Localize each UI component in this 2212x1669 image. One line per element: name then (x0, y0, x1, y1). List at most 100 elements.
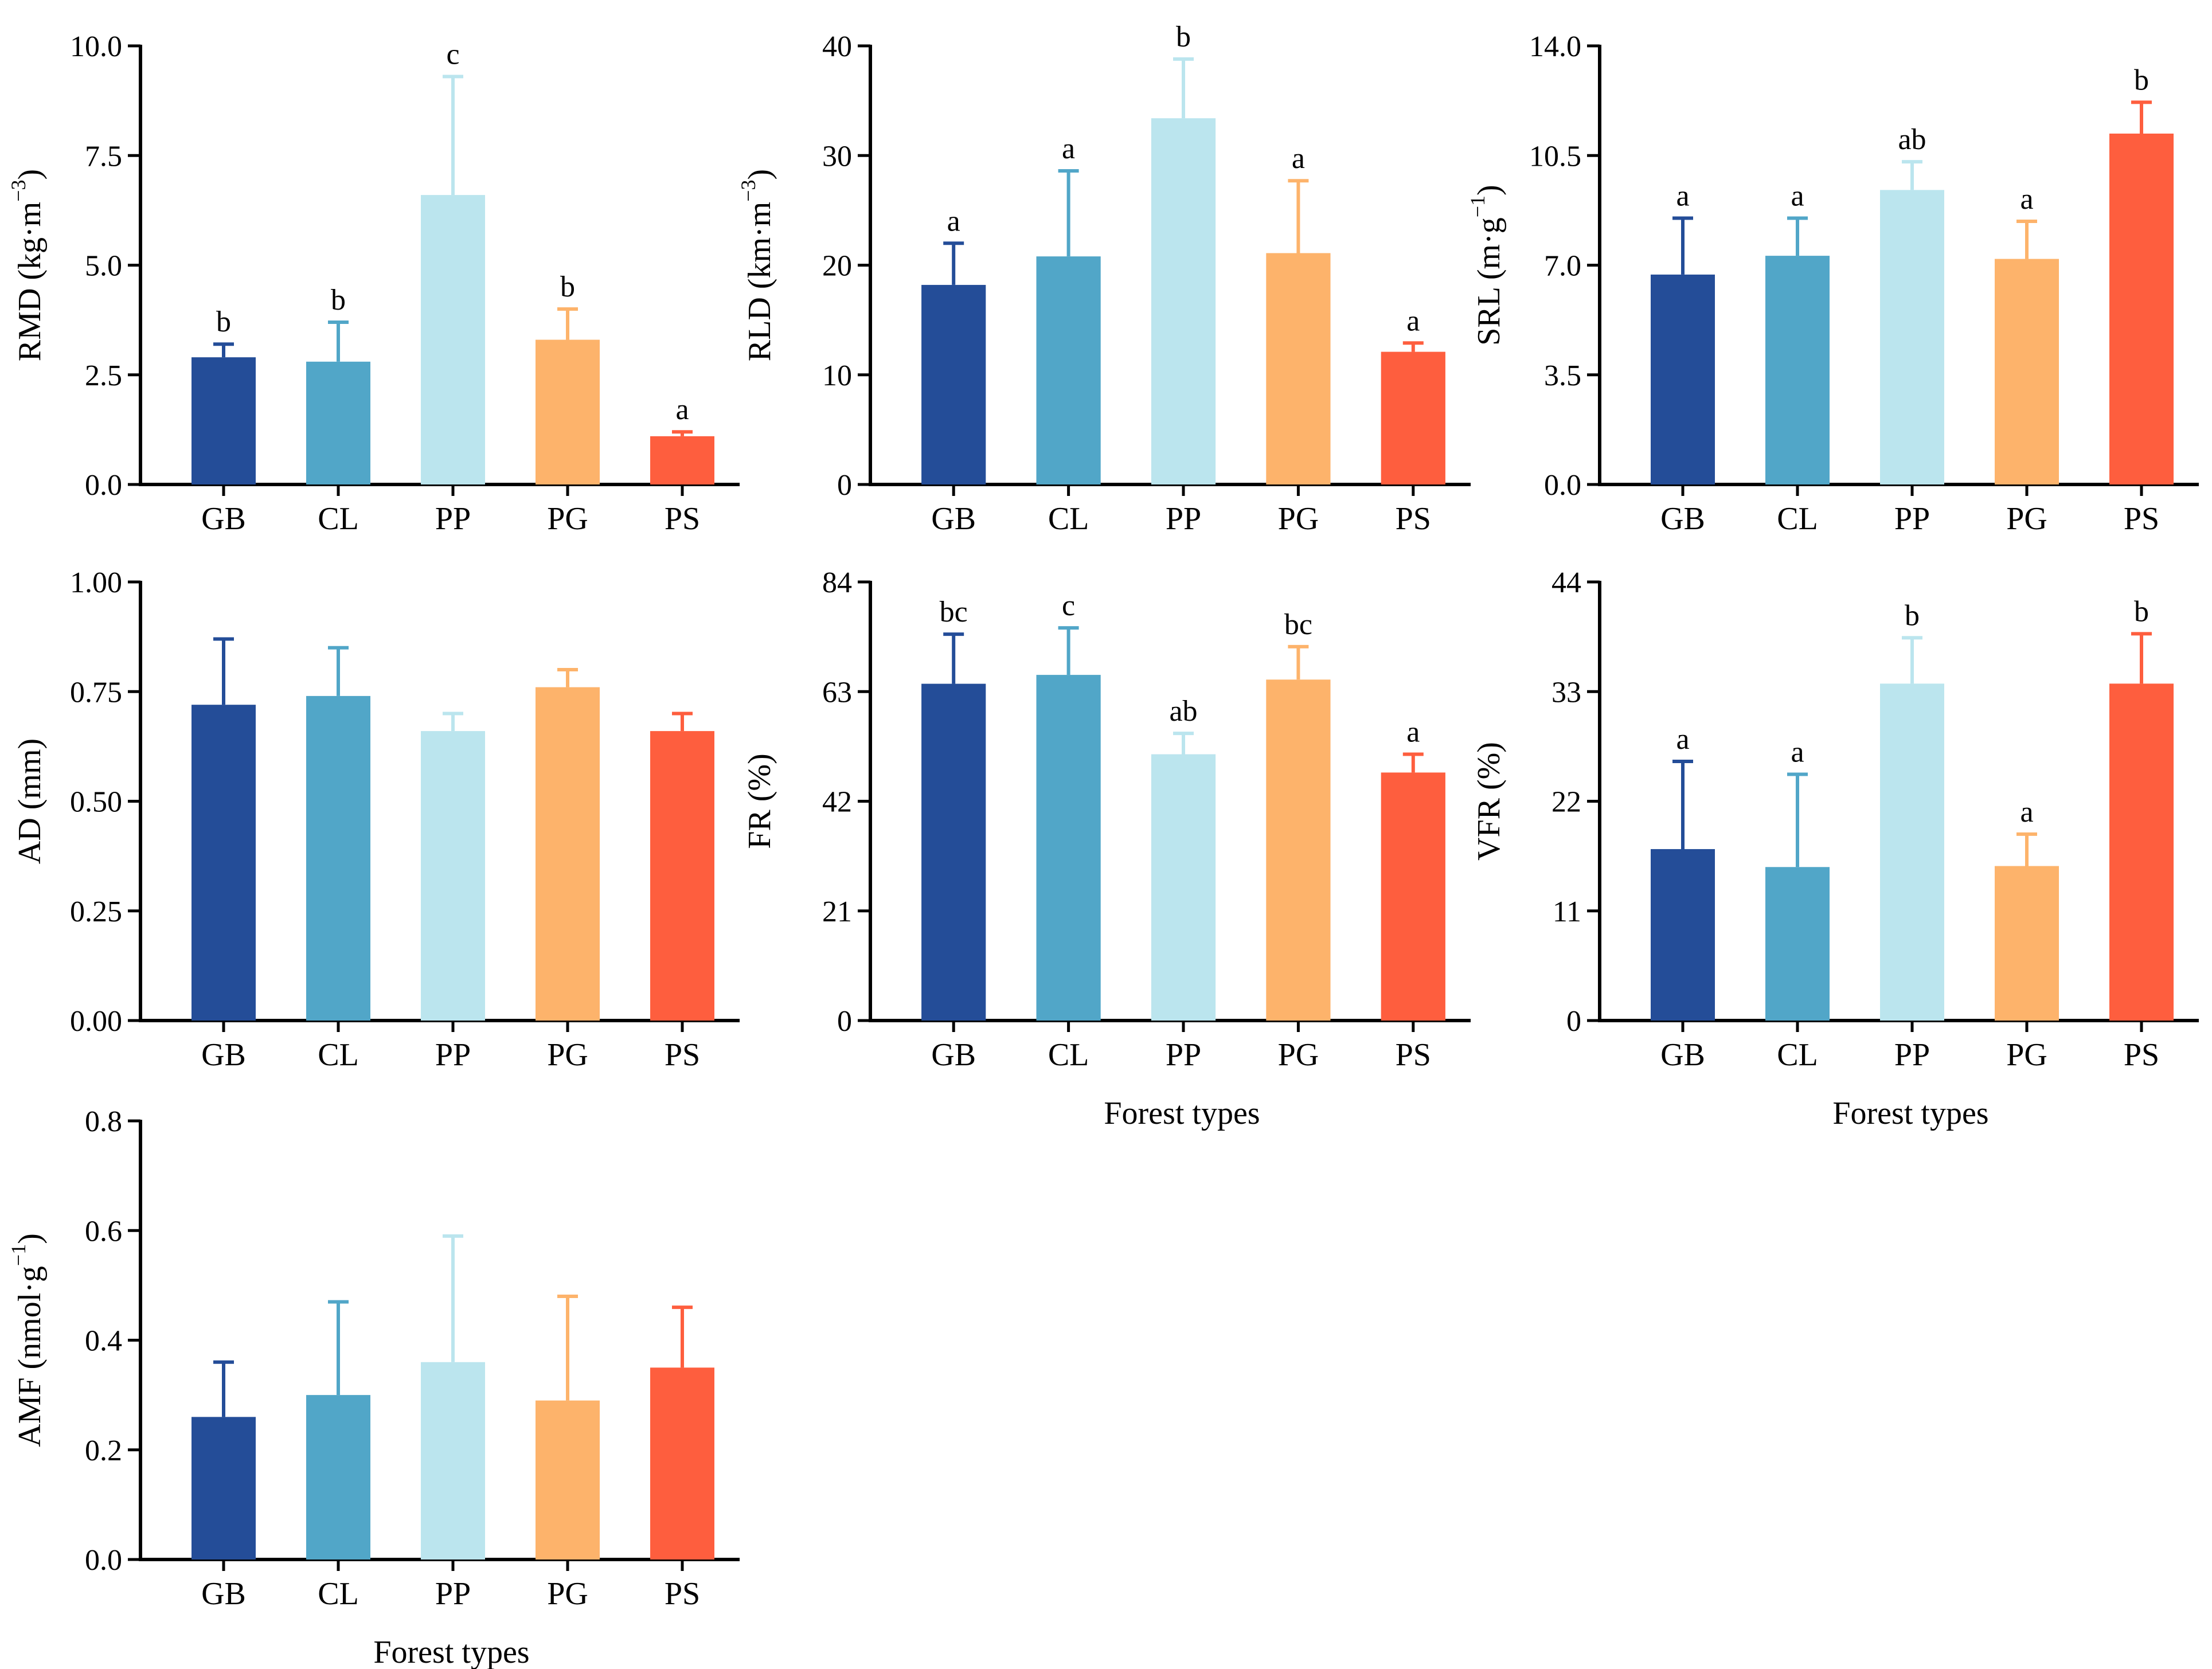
significance-label-PS: a (1406, 304, 1420, 337)
y-axis-title: AD (mm) (12, 738, 48, 864)
x-tick-label-CL: CL (1048, 501, 1089, 537)
x-axis-title: Forest types (1832, 1096, 1988, 1131)
significance-label-GB: a (1676, 723, 1689, 756)
x-tick-label-PP: PP (435, 1576, 471, 1612)
y-tick-label: 0 (837, 469, 852, 502)
significance-label-PG: a (1292, 142, 1305, 175)
bar-PG (1995, 866, 2059, 1021)
bar-PS (1381, 772, 1445, 1021)
y-tick-label: 0.75 (70, 676, 122, 709)
x-tick-label-CL: CL (1777, 501, 1818, 537)
bar-PS (650, 1367, 714, 1559)
x-tick-label-PP: PP (1166, 1037, 1201, 1073)
y-tick-label: 0.50 (70, 786, 122, 819)
y-tick-label: 10 (822, 359, 852, 392)
y-tick-label: 1.00 (70, 566, 122, 599)
y-tick-label: 7.5 (85, 140, 122, 173)
chart-panel-srl: 0.0 3.5 7.0 10.5 14.0 SRL (m·g−1) a GB a CL ab PP a P… (1466, 30, 2199, 537)
y-tick-label: 0.00 (70, 1005, 122, 1038)
y-tick-label: 14.0 (1529, 30, 1581, 63)
x-tick-label-GB: GB (931, 501, 976, 537)
y-axis-title: RLD (km·m−3) (737, 169, 777, 361)
bar-CL (1036, 675, 1101, 1021)
x-tick-label-PS: PS (665, 1576, 700, 1612)
bar-GB (192, 1417, 256, 1559)
bar-PG (536, 339, 600, 484)
x-tick-label-PP: PP (1166, 501, 1201, 537)
x-tick-label-PP: PP (1894, 501, 1930, 537)
y-tick-label: 63 (822, 676, 852, 709)
x-tick-label-CL: CL (1777, 1037, 1818, 1073)
y-tick-label: 0.25 (70, 896, 122, 928)
y-tick-label: 0.8 (85, 1105, 122, 1138)
bar-PP (421, 195, 485, 484)
y-tick-label: 0.4 (85, 1325, 122, 1358)
y-axis-title: SRL (m·g−1) (1466, 185, 1507, 345)
x-tick-label-PS: PS (665, 501, 700, 537)
x-tick-label-GB: GB (1660, 1037, 1705, 1073)
y-tick-label: 10.5 (1529, 140, 1581, 173)
y-axis-title: AMF (nmol·g−1) (7, 1233, 48, 1447)
significance-label-PG: b (560, 271, 575, 303)
x-tick-label-GB: GB (201, 501, 246, 537)
bar-PG (536, 687, 600, 1021)
significance-label-PS: a (675, 393, 689, 426)
significance-label-PP: ab (1898, 123, 1926, 156)
y-tick-label: 22 (1551, 786, 1581, 819)
y-tick-label: 21 (822, 896, 852, 928)
bar-CL (1765, 867, 1830, 1021)
x-tick-label-GB: GB (931, 1037, 976, 1073)
x-tick-label-CL: CL (318, 1037, 359, 1073)
significance-label-CL: c (1062, 589, 1075, 622)
x-tick-label-CL: CL (1048, 1037, 1089, 1073)
x-tick-label-PG: PG (2006, 1037, 2047, 1073)
bar-CL (1765, 256, 1830, 484)
chart-panel-rld: 0 10 20 30 40 RLD (km·m−3) a GB a CL b PP a PG a PS (737, 21, 1471, 537)
y-tick-label: 0.6 (85, 1215, 122, 1248)
y-tick-label: 5.0 (85, 250, 122, 283)
bar-CL (1036, 256, 1101, 484)
y-tick-label: 7.0 (1544, 250, 1581, 283)
significance-label-PS: b (2134, 64, 2149, 96)
bar-CL (306, 361, 370, 484)
significance-label-PP: c (446, 38, 459, 71)
bar-GB (921, 683, 986, 1021)
significance-label-PG: a (2020, 796, 2033, 828)
bar-CL (306, 695, 370, 1021)
bar-PP (1880, 683, 1944, 1021)
bar-PS (2109, 683, 2174, 1021)
x-tick-label-PG: PG (547, 1037, 588, 1073)
chart-panel-amf: 0.0 0.2 0.4 0.6 0.8 AMF (nmol·g−1) GB CL PP PG PS F… (7, 1105, 740, 1669)
bar-PS (2109, 134, 2174, 484)
x-tick-label-GB: GB (201, 1576, 246, 1612)
significance-label-PP: b (1905, 599, 1920, 632)
significance-label-PP: b (1176, 21, 1191, 53)
x-tick-label-PS: PS (2124, 501, 2159, 537)
x-tick-label-PG: PG (1278, 501, 1319, 537)
x-tick-label-GB: GB (1660, 501, 1705, 537)
significance-label-GB: b (216, 306, 231, 338)
y-tick-label: 42 (822, 786, 852, 819)
significance-label-GB: bc (940, 596, 968, 628)
bar-GB (192, 357, 256, 484)
x-tick-label-PP: PP (435, 1037, 471, 1073)
bar-GB (192, 705, 256, 1021)
y-tick-label: 84 (822, 566, 852, 599)
y-axis-title: FR (%) (742, 753, 777, 849)
significance-label-PS: a (1406, 716, 1420, 749)
bar-CL (306, 1395, 370, 1559)
x-tick-label-PS: PS (1396, 1037, 1431, 1073)
x-tick-label-CL: CL (318, 501, 359, 537)
significance-label-CL: b (331, 284, 346, 316)
x-tick-label-PS: PS (2124, 1037, 2159, 1073)
x-axis-title: Forest types (373, 1635, 529, 1669)
chart-panels: 0.0 2.5 5.0 7.5 10.0 RMD (kg·m−3) b GB b CL c PP b PG… (7, 21, 2199, 1669)
y-axis-title: VFR (%) (1471, 742, 1507, 861)
y-tick-label: 0 (837, 1005, 852, 1038)
y-tick-label: 30 (822, 140, 852, 173)
bar-PG (1266, 253, 1331, 484)
significance-label-CL: a (1062, 132, 1075, 165)
bar-PG (536, 1400, 600, 1559)
bar-PS (650, 436, 714, 484)
